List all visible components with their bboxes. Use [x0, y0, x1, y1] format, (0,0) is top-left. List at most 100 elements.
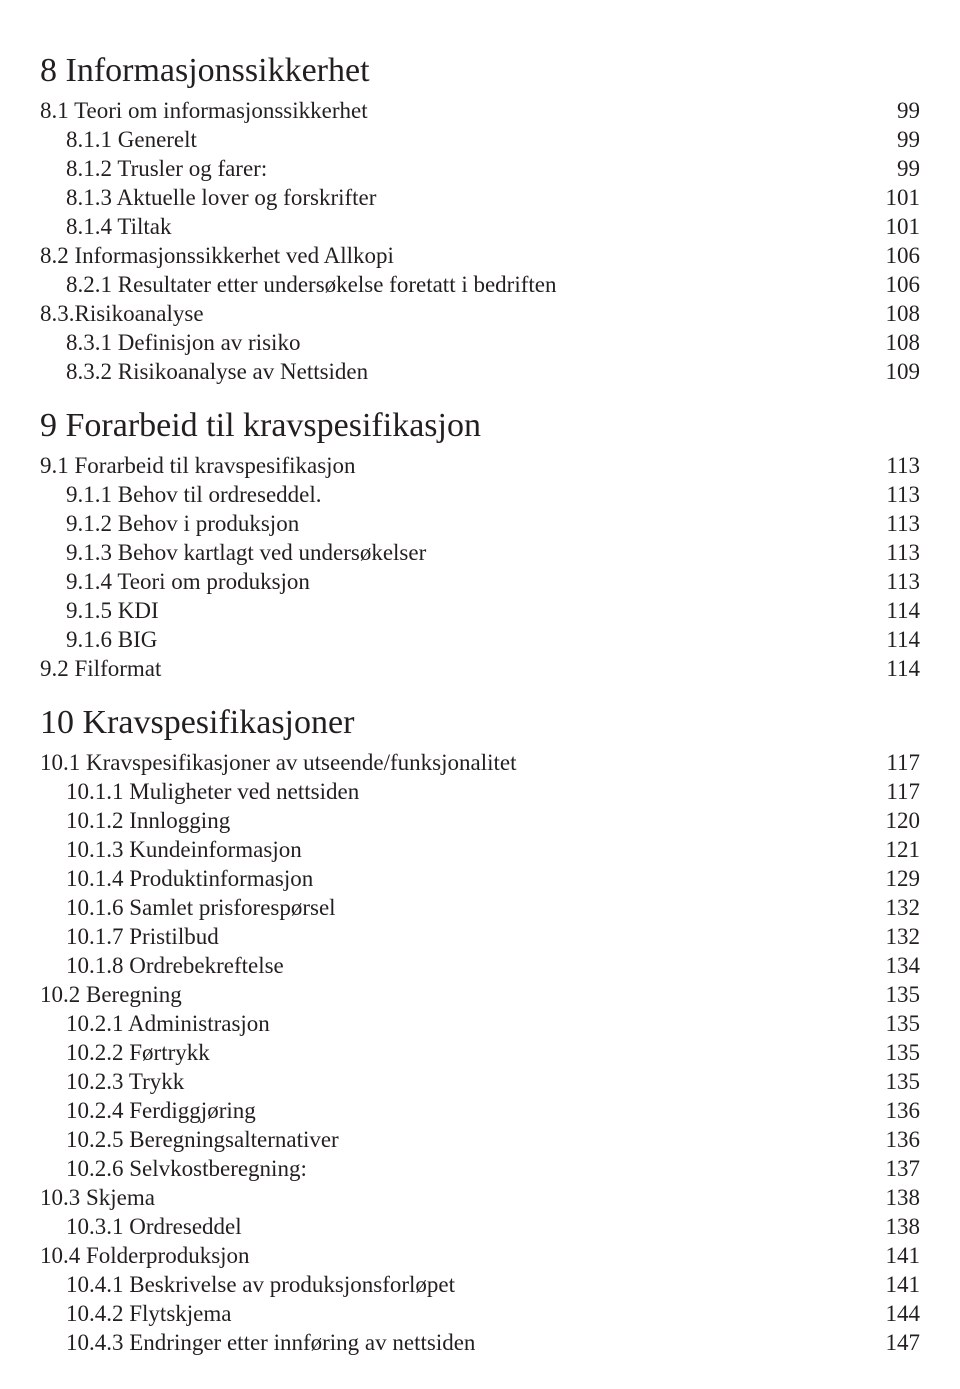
toc-entry-label: 10.2.1 Administrasjon [66, 1011, 270, 1037]
toc-entry: 10.2.2 Førtrykk 135 [40, 1040, 920, 1066]
toc-entry: 10.3 Skjema138 [40, 1185, 920, 1211]
toc-entry: 9.1.5 KDI 114 [40, 598, 920, 624]
toc-entry-page: 136 [886, 1098, 921, 1124]
toc-entry: 10.2 Beregning135 [40, 982, 920, 1008]
toc-entry: 8.3.2 Risikoanalyse av Nettsiden109 [40, 359, 920, 385]
toc-entry: 9.1 Forarbeid til kravspesifikasjon 113 [40, 453, 920, 479]
chapter-title: 8 Informasjonssikkerhet [40, 52, 920, 90]
toc-entry-label: 10.1.2 Innlogging [66, 808, 230, 834]
toc-entry-label: 9.1.2 Behov i produksjon [66, 511, 299, 537]
toc-entry-page: 138 [886, 1185, 921, 1211]
toc-entry-label: 9.1 Forarbeid til kravspesifikasjon [40, 453, 356, 479]
toc-entry-page: 113 [886, 453, 920, 479]
toc-entry-page: 113 [886, 482, 920, 508]
toc-entry-page: 99 [897, 156, 920, 182]
toc-entry-page: 101 [886, 185, 921, 211]
toc-entry-label: 10.1.6 Samlet prisforespørsel [66, 895, 336, 921]
toc-entry: 8.2 Informasjonssikkerhet ved Allkopi106 [40, 243, 920, 269]
toc-entry-page: 114 [886, 627, 920, 653]
toc-entry-label: 8.1 Teori om informasjonssikkerhet [40, 98, 368, 124]
toc-entry-label: 10.4.2 Flytskjema [66, 1301, 231, 1327]
toc-entry-label: 9.1.3 Behov kartlagt ved undersøkelser [66, 540, 426, 566]
toc-entry-label: 10.1 Kravspesifikasjoner av utseende/fun… [40, 750, 517, 776]
toc-entry-label: 10.2.2 Førtrykk [66, 1040, 210, 1066]
toc-entry-label: 10.2.4 Ferdiggjøring [66, 1098, 256, 1124]
toc-entry-page: 120 [886, 808, 921, 834]
toc-entry-page: 135 [886, 1011, 921, 1037]
toc-entry-page: 117 [886, 750, 920, 776]
toc-entry-page: 132 [886, 895, 921, 921]
toc-entry: 8.1.3 Aktuelle lover og forskrifter 101 [40, 185, 920, 211]
toc-entry-label: 9.1.5 KDI [66, 598, 159, 624]
toc-entry-label: 10.1.3 Kundeinformasjon [66, 837, 302, 863]
toc-entry-label: 9.1.6 BIG [66, 627, 157, 653]
toc-entry-label: 10.1.7 Pristilbud [66, 924, 219, 950]
toc-entry-page: 108 [886, 301, 921, 327]
chapter-title: 10 Kravspesifikasjoner [40, 704, 920, 742]
toc-entry-label: 9.1.1 Behov til ordreseddel. [66, 482, 322, 508]
toc-entry: 9.1.3 Behov kartlagt ved undersøkelser 11… [40, 540, 920, 566]
toc-entry-page: 113 [886, 511, 920, 537]
toc-entry-page: 113 [886, 540, 920, 566]
toc-entry-page: 141 [886, 1272, 921, 1298]
toc-entry-page: 108 [886, 330, 921, 356]
toc-entry-label: 8.1.4 Tiltak [66, 214, 171, 240]
toc-entry-page: 137 [886, 1156, 921, 1182]
toc-entry-page: 132 [886, 924, 921, 950]
toc-entry-label: 10.1.8 Ordrebekreftelse [66, 953, 284, 979]
toc-entry-page: 99 [897, 127, 920, 153]
toc-entry: 8.3.1 Definisjon av risiko108 [40, 330, 920, 356]
toc-entry-label: 8.1.1 Generelt [66, 127, 197, 153]
toc-entry-label: 10.2.3 Trykk [66, 1069, 184, 1095]
toc-entry: 9.1.6 BIG 114 [40, 627, 920, 653]
toc-entry: 10.4.1 Beskrivelse av produksjonsforløpe… [40, 1272, 920, 1298]
toc-entry: 8.1.1 Generelt 99 [40, 127, 920, 153]
toc-entry: 9.1.4 Teori om produksjon113 [40, 569, 920, 595]
toc-entry-label: 10.1.4 Produktinformasjon [66, 866, 313, 892]
toc-entry: 10.2.6 Selvkostberegning: 137 [40, 1156, 920, 1182]
toc-entry-label: 10.2.5 Beregningsalternativer [66, 1127, 339, 1153]
toc-entry-page: 147 [886, 1330, 921, 1356]
toc-entry-page: 113 [886, 569, 920, 595]
toc-entry-label: 10.4 Folderproduksjon [40, 1243, 250, 1269]
toc-entry: 8.3.Risikoanalyse 108 [40, 301, 920, 327]
toc-entry-page: 138 [886, 1214, 921, 1240]
toc-entry-page: 136 [886, 1127, 921, 1153]
toc-entry: 9.1.1 Behov til ordreseddel. 113 [40, 482, 920, 508]
table-of-contents: 8 Informasjonssikkerhet 8.1 Teori om info… [40, 52, 920, 1356]
toc-entry: 10.1.4 Produktinformasjon 129 [40, 866, 920, 892]
toc-entry-page: 144 [886, 1301, 921, 1327]
toc-entry: 10.1.2 Innlogging 120 [40, 808, 920, 834]
toc-entry: 10.2.3 Trykk 135 [40, 1069, 920, 1095]
toc-entry-page: 135 [886, 1040, 921, 1066]
toc-entry: 10.1.1 Muligheter ved nettsiden 117 [40, 779, 920, 805]
toc-entry-label: 10.1.1 Muligheter ved nettsiden [66, 779, 359, 805]
toc-entry: 10.1.3 Kundeinformasjon121 [40, 837, 920, 863]
toc-entry-page: 134 [886, 953, 921, 979]
toc-entry-page: 114 [886, 598, 920, 624]
toc-entry: 8.1.2 Trusler og farer:99 [40, 156, 920, 182]
toc-entry-page: 106 [886, 243, 921, 269]
toc-entry-label: 10.2.6 Selvkostberegning: [66, 1156, 307, 1182]
toc-entry-label: 8.1.3 Aktuelle lover og forskrifter [66, 185, 376, 211]
toc-entry-label: 8.2.1 Resultater etter undersøkelse fore… [66, 272, 557, 298]
toc-entry-page: 117 [886, 779, 920, 805]
toc-entry-label: 8.3.Risikoanalyse [40, 301, 204, 327]
toc-entry: 8.2.1 Resultater etter undersøkelse fore… [40, 272, 920, 298]
toc-entry: 8.1.4 Tiltak 101 [40, 214, 920, 240]
toc-entry: 10.4.2 Flytskjema 144 [40, 1301, 920, 1327]
toc-entry-page: 109 [886, 359, 921, 385]
chapter-title: 9 Forarbeid til kravspesifikasjon [40, 407, 920, 445]
toc-entry-label: 9.2 Filformat [40, 656, 161, 682]
toc-entry-page: 114 [886, 656, 920, 682]
toc-entry-page: 101 [886, 214, 921, 240]
toc-entry-label: 10.4.3 Endringer etter innføring av nett… [66, 1330, 475, 1356]
toc-entry: 10.4 Folderproduksjon141 [40, 1243, 920, 1269]
toc-entry-page: 99 [897, 98, 920, 124]
toc-entry: 10.1.8 Ordrebekreftelse 134 [40, 953, 920, 979]
toc-entry: 10.4.3 Endringer etter innføring av nett… [40, 1330, 920, 1356]
toc-entry-page: 135 [886, 1069, 921, 1095]
toc-entry: 10.2.1 Administrasjon 135 [40, 1011, 920, 1037]
toc-entry: 8.1 Teori om informasjonssikkerhet 99 [40, 98, 920, 124]
toc-entry-page: 129 [886, 866, 921, 892]
